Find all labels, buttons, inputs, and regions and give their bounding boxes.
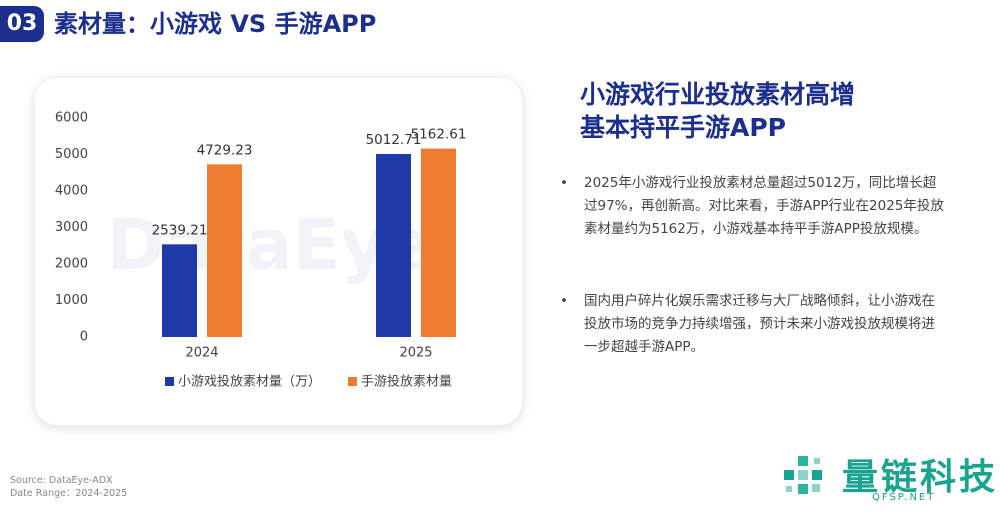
x-tick-label: 2024 <box>185 346 218 361</box>
y-tick-label: 5000 <box>55 147 88 162</box>
heading-line: 小游戏行业投放素材高增 <box>580 80 856 109</box>
data-label: 5012.71 <box>366 132 422 148</box>
bullet-text: 2025年小游戏行业投放素材总量超过5012万，同比增长超过97%，再创新高。对… <box>584 175 944 237</box>
y-tick-label: 6000 <box>55 111 88 126</box>
source-line: Source: DataEye-ADX <box>10 475 113 486</box>
logo-site: QFSP.NET <box>872 492 936 503</box>
bar <box>376 154 411 337</box>
y-tick-label: 2000 <box>55 257 88 272</box>
bar <box>162 244 197 337</box>
source-line: Date Range：2024-2025 <box>10 488 128 499</box>
heading-line: 基本持平手游APP <box>580 113 786 142</box>
data-label: 4729.23 <box>197 142 253 158</box>
bar <box>207 164 242 337</box>
data-label: 2539.21 <box>152 222 208 238</box>
bullet: • 2025年小游戏行业投放素材总量超过5012万，同比增长超过97%，再创新高。… <box>560 175 944 237</box>
bullet-text: 国内用户碎片化娱乐需求迁移与大厂战略倾斜，让小游戏在投放市场的竞争力持续增强，预… <box>584 293 935 355</box>
source: Source: DataEye-ADX Date Range：2024-2025 <box>10 474 127 500</box>
legend-swatch <box>165 377 174 386</box>
legend-swatch <box>348 377 358 386</box>
data-label: 5162.61 <box>411 127 467 143</box>
chart: DataEye010002000300040005000600020242539… <box>55 111 467 390</box>
legend-label: 手游投放素材量 <box>361 374 452 390</box>
heading: 小游戏行业投放素材高增 基本持平手游APP <box>580 78 855 144</box>
y-tick-label: 1000 <box>55 293 88 308</box>
x-tick-label: 2025 <box>399 346 432 361</box>
y-tick-label: 0 <box>80 330 88 345</box>
logo-icon <box>784 456 822 494</box>
section-badge: 03 <box>0 6 44 42</box>
legend-label: 小游戏投放素材量（万） <box>178 374 321 390</box>
logo-name: 量链科技 <box>842 457 999 498</box>
y-tick-label: 3000 <box>55 220 88 235</box>
y-tick-label: 4000 <box>55 184 88 199</box>
slide-title: 素材量：小游戏 VS 手游APP <box>54 10 377 38</box>
bullet: • 国内用户碎片化娱乐需求迁移与大厂战略倾斜，让小游戏在投放市场的竞争力持续增强，… <box>560 293 935 355</box>
bar <box>421 148 456 337</box>
